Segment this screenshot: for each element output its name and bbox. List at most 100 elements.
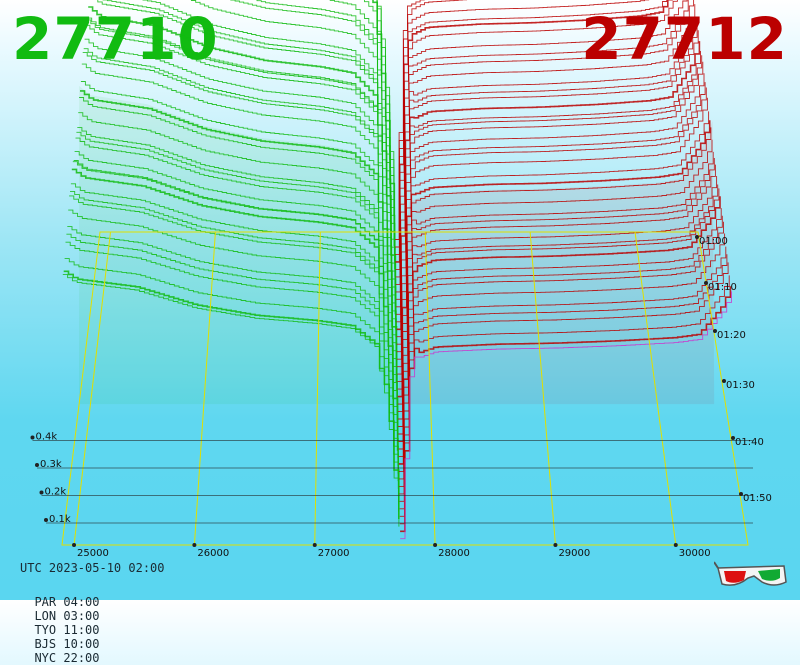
bid-line [88,6,397,315]
ask-line [398,196,721,465]
ask-line [396,24,698,315]
bid-line [329,0,395,262]
bid-line [252,0,396,269]
bid-line [72,161,398,444]
bid-line [65,241,399,504]
ask-line [396,17,697,308]
ask-line [399,262,729,517]
bid-line [79,97,398,391]
ask-line [395,0,472,240]
ask-line [395,0,668,255]
depth-tick-mark [44,518,48,522]
ask-line-latest [400,291,732,540]
bid-line [102,0,396,300]
bid-line [67,226,399,489]
bid-line [86,19,397,330]
base-frame [61,231,749,546]
time-tick-label: 01:20 [717,330,746,341]
ask-line [395,0,650,248]
ask-line [397,73,705,360]
ask-line [399,246,727,502]
ask-line [399,275,730,525]
bid-line [62,274,400,527]
ask-line [396,30,699,323]
depth-tick-mark [39,490,44,495]
time-tick-label: 01:00 [699,236,728,247]
ask-line [397,120,711,398]
bid-line [76,131,398,413]
bid-line [63,270,400,519]
ask-line [397,127,712,405]
ask-line [397,82,706,368]
bid-line [80,81,397,376]
bid-line [83,48,397,353]
ask-line [399,221,724,487]
ask-line [400,286,732,533]
ask-line [395,0,673,263]
bid-line [81,63,397,368]
bid-line [69,195,399,474]
bid-line [66,233,399,497]
ask-line [398,184,719,450]
price-tick-mark [312,543,317,547]
ask-line [399,208,722,472]
bid-line [97,0,396,307]
ask-line [398,151,714,420]
price-gridline [529,231,556,546]
ask-line [398,176,718,442]
price-gridline [424,231,436,546]
ask-line [395,0,689,285]
price-tick-label: 27000 [318,548,350,559]
time-tick-label: 01:30 [726,380,755,391]
price-axis: 25000 26000 27000 28000 29000 30000 [72,543,711,559]
ask-line [396,55,703,345]
bid-line [70,183,399,459]
price-gridline [73,231,111,546]
price-tick-label: 26000 [197,548,229,559]
ask-line [395,0,695,293]
tz-par: PAR 04:00 [34,595,100,609]
ask-line [398,164,716,435]
bid-line [84,38,397,345]
time-tick-label: 01:10 [708,282,737,293]
bid-line [87,17,396,322]
bid-line [82,51,397,360]
ask-series [394,0,732,540]
bid-line [75,137,398,421]
ask-line [398,158,715,427]
price-grid [61,231,749,546]
ask-line [397,111,710,390]
bid-price: 27710 [12,5,219,73]
ask-line [395,0,678,270]
tz-bjs: BJS 10:00 [34,637,100,651]
bid-line [80,90,398,383]
bid-line [70,190,399,466]
bid-line [78,112,398,398]
bid-line [142,0,396,292]
price-gridline [193,231,216,546]
time-tick-mark [722,379,726,383]
timezone-clocks: PAR 04:00 LON 03:00 TYO 11:00 BJS 10:00 … [20,581,124,665]
bid-line [64,258,400,512]
depth-tick-label: 0.1k [49,514,71,525]
depth-tick-mark [30,435,35,440]
price-tick-label: 25000 [77,548,109,559]
depth-tick-label: 0.3k [40,459,62,470]
bid-line [190,0,396,285]
time-tick-label: 01:40 [735,437,764,448]
ask-line [399,254,728,510]
time-tick-label: 01:50 [743,493,772,504]
bid-series [62,0,400,527]
tz-lon: LON 03:00 [34,609,100,623]
bid-line [71,168,399,451]
ask-line [396,41,701,331]
price-gridline [314,231,321,546]
ask-line [397,61,704,353]
time-tick-mark [731,436,735,440]
bid-surface [79,85,398,405]
price-tick-label: 29000 [558,548,590,559]
depth-axis: 0.1k 0.2k 0.3k 0.4k [30,432,753,525]
bid-line [85,24,397,338]
3d-glasses-icon[interactable] [714,560,790,590]
time-tick-mark [704,281,708,285]
